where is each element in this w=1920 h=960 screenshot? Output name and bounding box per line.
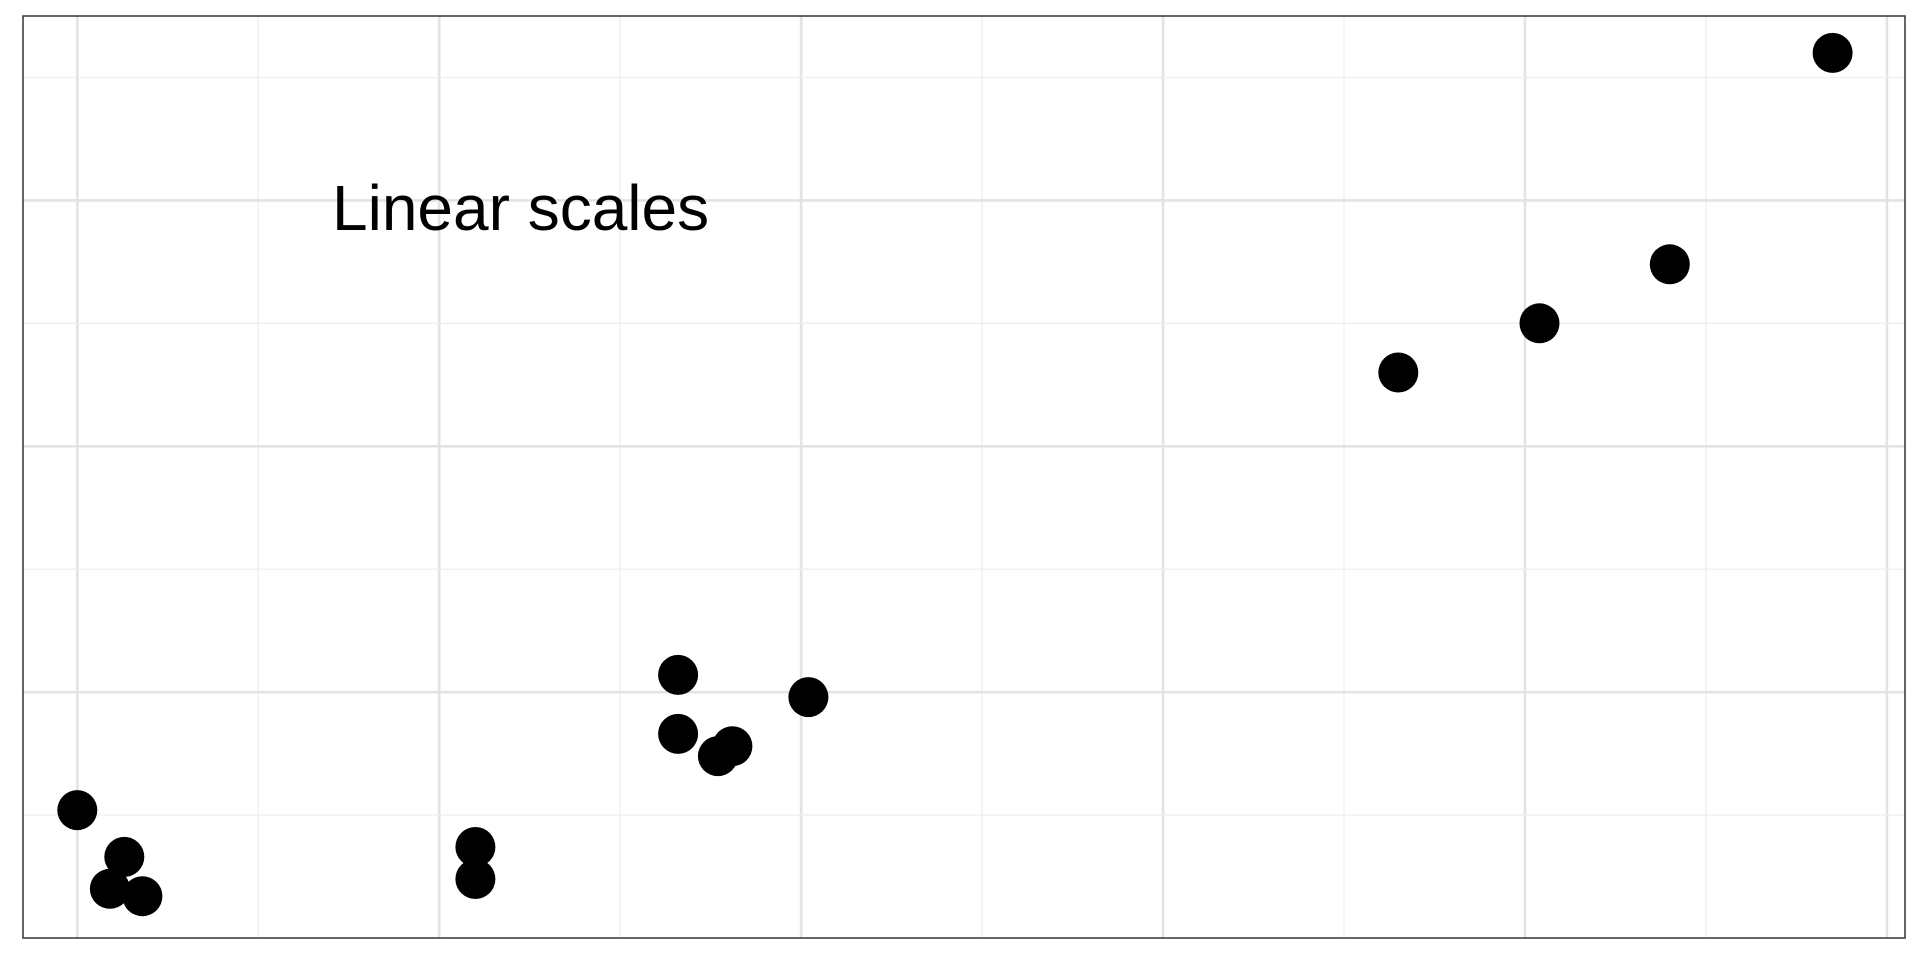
plot-panel-border	[22, 15, 1906, 939]
data-point	[788, 677, 829, 718]
data-point	[658, 654, 699, 695]
grid-lines	[23, 16, 1905, 938]
data-point	[122, 876, 163, 917]
data-point	[1378, 352, 1419, 393]
data-point	[104, 836, 145, 877]
data-point	[658, 713, 699, 754]
data-point	[1519, 303, 1560, 344]
data-point	[57, 790, 98, 831]
plot-panel-background	[23, 16, 1905, 938]
data-point	[1649, 244, 1690, 285]
data-point	[455, 827, 496, 867]
data-point	[89, 868, 130, 909]
annotation-text: Linear scales	[332, 172, 709, 244]
data-point	[1812, 32, 1853, 73]
data-point	[455, 859, 496, 899]
data-points	[57, 32, 1853, 917]
data-point	[712, 726, 753, 767]
